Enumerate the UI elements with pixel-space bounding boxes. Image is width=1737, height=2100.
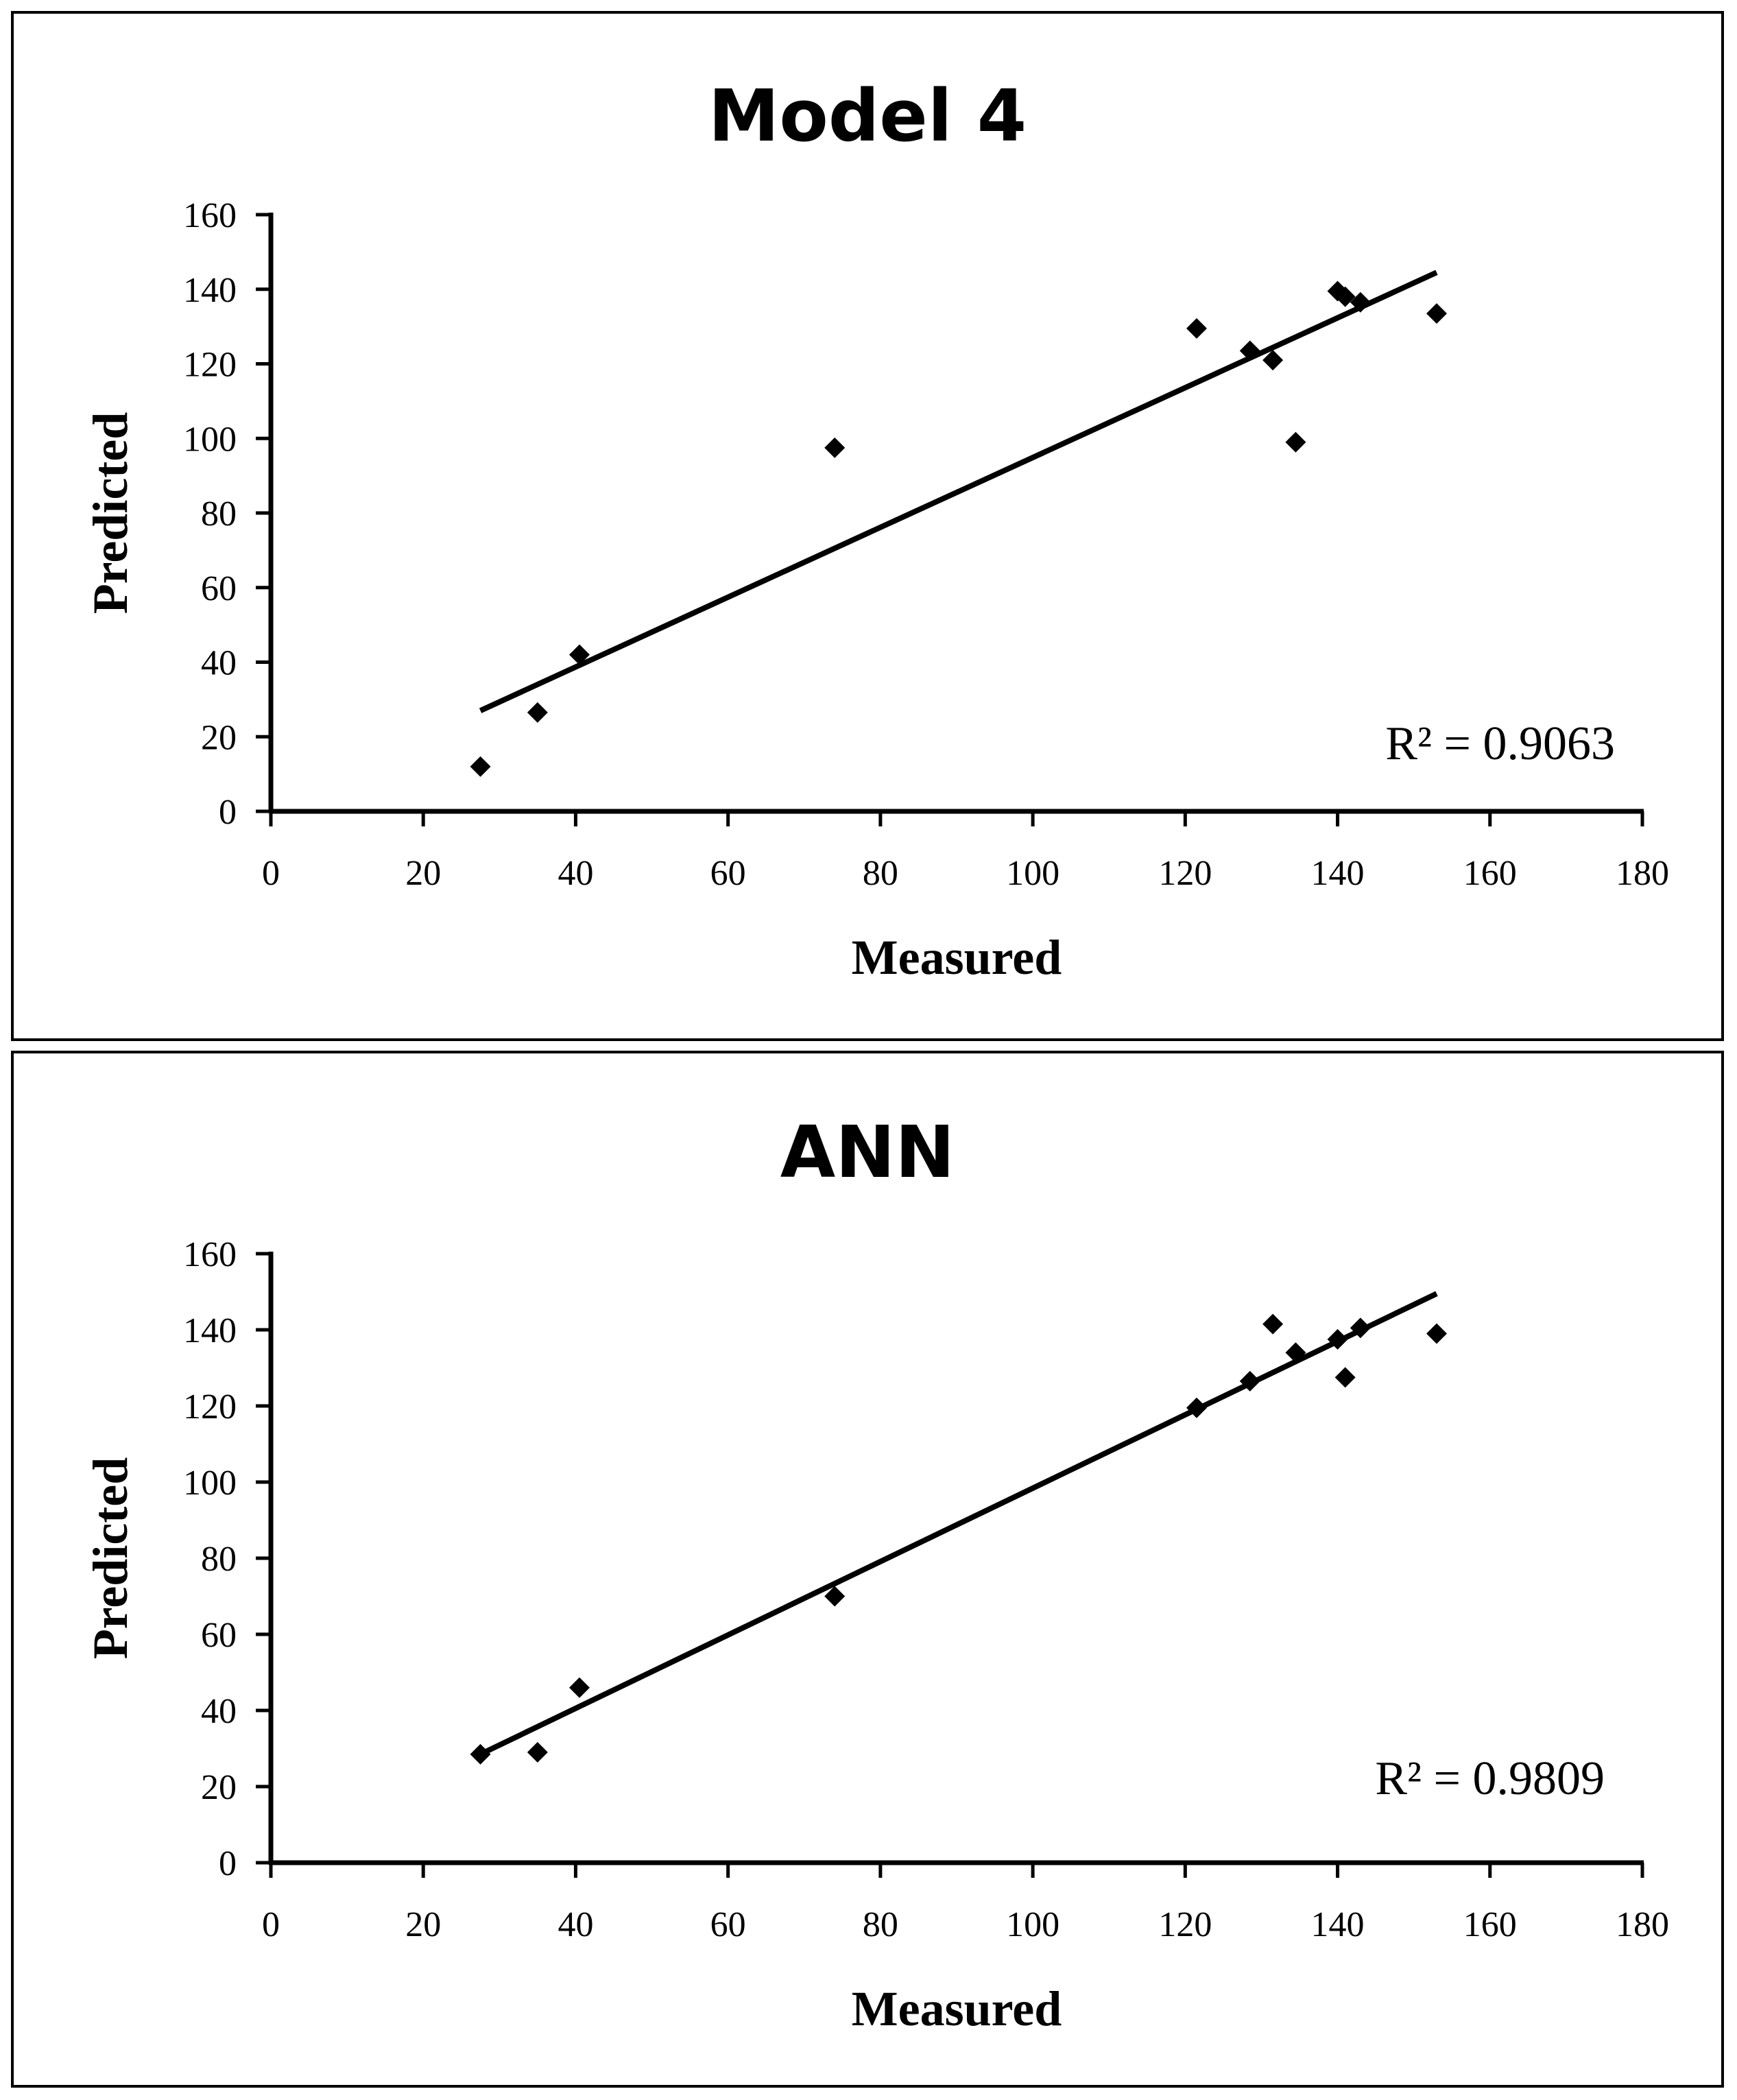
y-tick-label: 60	[201, 569, 237, 608]
x-tick-label: 180	[1616, 854, 1669, 893]
y-tick-label: 120	[183, 1387, 237, 1427]
x-tick-label: 140	[1311, 854, 1365, 893]
data-point	[1350, 291, 1371, 313]
trendline	[479, 270, 1438, 713]
y-tick-label: 140	[183, 271, 237, 310]
data-point	[470, 1743, 491, 1765]
data-point	[1239, 1370, 1260, 1392]
scatter-chart-ann: ANN 0 20 40 60 80 100 120 140 160 180 0 20 40 60 80 100 1…	[83, 1110, 1669, 2036]
y-tick-label: 20	[201, 718, 237, 757]
x-tick-label: 160	[1463, 854, 1517, 893]
data-point	[824, 1586, 846, 1607]
data-point	[1285, 1342, 1306, 1363]
chart-title: ANN	[780, 1110, 955, 1194]
data-point	[1239, 340, 1260, 361]
data-point	[1285, 431, 1306, 453]
x-tick-label: 100	[1006, 854, 1059, 893]
data-point	[569, 1677, 590, 1698]
x-tick-label: 80	[863, 854, 898, 893]
y-tick-label: 0	[219, 1844, 237, 1883]
y-tick-label: 0	[219, 793, 237, 832]
x-tick-label: 120	[1158, 854, 1212, 893]
x-axis-title: Measured	[852, 1981, 1062, 2036]
x-tick-label: 20	[405, 854, 441, 893]
x-tick-label: 180	[1616, 1905, 1669, 1944]
data-point	[1262, 1313, 1284, 1335]
y-tick-label: 100	[183, 1464, 237, 1503]
y-tick-label: 160	[183, 196, 237, 235]
data-point	[1350, 1317, 1371, 1339]
data-point	[1426, 1323, 1447, 1344]
chart-panel-ann: ANN 0 20 40 60 80 100 120 140 160 180 0 20 40 60 80 100 1…	[11, 1051, 1724, 2088]
y-axis-title: Predicted	[83, 1457, 138, 1660]
data-point	[1334, 1367, 1356, 1388]
x-tick-label: 0	[262, 854, 280, 893]
data-point	[1327, 1328, 1348, 1350]
x-tick-label: 60	[710, 854, 746, 893]
x-tick-label: 80	[863, 1905, 898, 1944]
y-tick-label: 160	[183, 1235, 237, 1274]
data-point	[1262, 350, 1284, 371]
chart-title: Model 4	[708, 74, 1027, 158]
data-point	[1426, 303, 1447, 324]
data-point	[527, 702, 548, 723]
x-tick-label: 40	[558, 854, 593, 893]
y-tick-label: 60	[201, 1616, 237, 1655]
x-tick-label: 100	[1006, 1905, 1059, 1944]
y-tick-label: 80	[201, 1540, 237, 1579]
x-tick-label: 60	[710, 1905, 746, 1944]
y-tick-label: 100	[183, 420, 237, 459]
y-tick-label: 40	[201, 644, 237, 683]
data-point	[1334, 286, 1356, 307]
chart-panel-model-4: Model 4 0 20 40 60 80 100 120 140 160 180 0 20 40 60 80…	[11, 11, 1724, 1041]
data-point	[1186, 1397, 1207, 1418]
x-tick-label: 20	[405, 1905, 441, 1944]
data-point	[1186, 318, 1207, 339]
x-tick-label: 0	[262, 1905, 280, 1944]
x-tick-label: 160	[1463, 1905, 1517, 1944]
x-tick-label: 140	[1311, 1905, 1365, 1944]
y-tick-label: 120	[183, 346, 237, 385]
y-tick-label: 140	[183, 1311, 237, 1350]
y-tick-label: 80	[201, 494, 237, 534]
x-tick-label: 40	[558, 1905, 593, 1944]
r-squared-annotation: R² = 0.9063	[1385, 717, 1615, 770]
r-squared-annotation: R² = 0.9809	[1375, 1752, 1605, 1805]
x-tick-label: 120	[1158, 1905, 1212, 1944]
data-point	[527, 1742, 548, 1763]
y-tick-label: 40	[201, 1692, 237, 1731]
x-axis-title: Measured	[852, 930, 1062, 985]
scatter-chart-model-4: Model 4 0 20 40 60 80 100 120 140 160 180 0 20 40 60 80…	[83, 74, 1669, 985]
y-tick-label: 20	[201, 1768, 237, 1807]
trendline	[479, 1291, 1438, 1757]
data-point	[569, 644, 590, 665]
data-point	[470, 756, 491, 777]
data-point	[824, 437, 846, 458]
y-axis-title: Predicted	[83, 412, 138, 615]
